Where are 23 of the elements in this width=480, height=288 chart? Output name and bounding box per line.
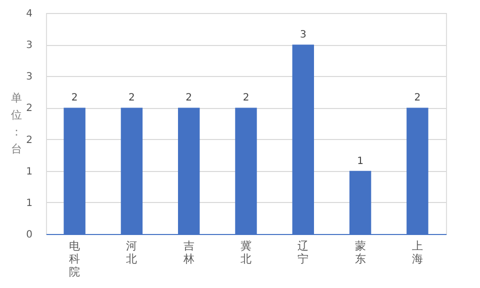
x-tick-label: 电科院	[69, 240, 80, 278]
y-axis-title: 单位：台	[11, 92, 22, 156]
y-tick-label: 1	[26, 166, 32, 178]
y-tick-label: 1	[26, 198, 32, 209]
x-tick-label: 河北	[126, 240, 138, 266]
y-tick-label: 2	[26, 103, 32, 114]
data-label: 3	[300, 30, 306, 41]
data-label: 2	[128, 92, 135, 104]
y-tick-label: 3	[26, 40, 32, 52]
data-label: 2	[242, 92, 250, 104]
y-tick-label: 0	[26, 230, 32, 240]
data-label: 2	[414, 92, 421, 104]
y-tick-label: 3	[26, 72, 32, 83]
y-tick-label: 2	[26, 134, 32, 146]
data-label: 2	[71, 92, 78, 104]
x-tick-label: 蒙东	[354, 240, 366, 266]
x-tick-label: 冀北	[240, 240, 252, 266]
data-label: 1	[357, 156, 364, 167]
x-tick-label: 吉林	[182, 240, 194, 266]
y-tick-label: 4	[26, 8, 32, 20]
x-tick-label: 辽宁	[298, 240, 309, 266]
x-tick-label: 上海	[412, 240, 423, 266]
data-label: 2	[186, 92, 192, 104]
